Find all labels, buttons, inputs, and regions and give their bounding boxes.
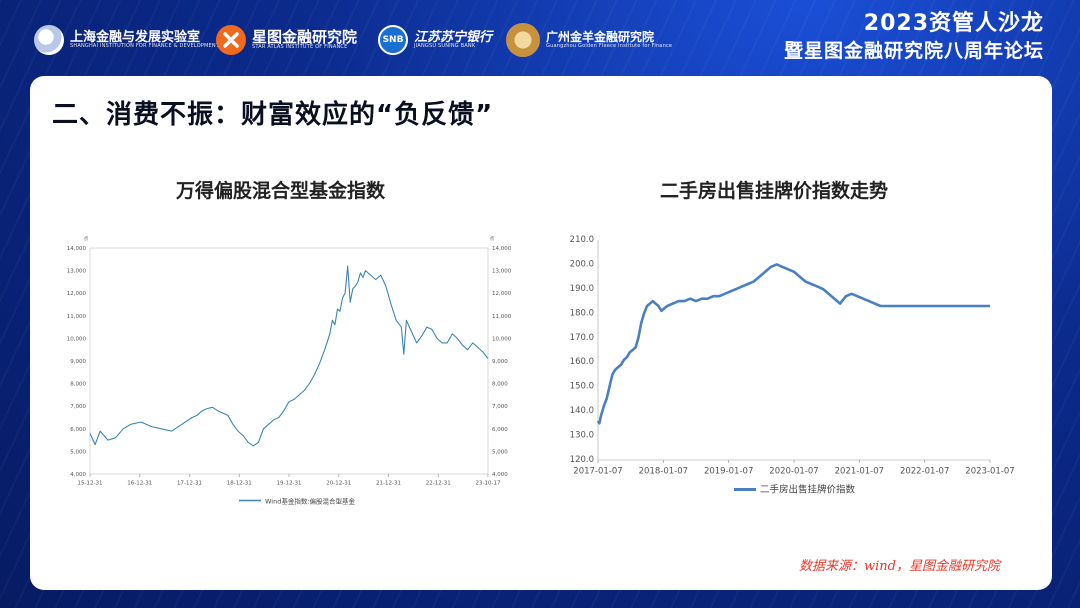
y-tick-label-left: 13,000 xyxy=(67,269,87,275)
snb-badge-text: SNB xyxy=(382,35,404,45)
logo-star-atlas-en: STAR ATLAS INSTITUTE OF FINANCE xyxy=(252,44,348,51)
data-source: 数据来源：wind，星图金融研究院 xyxy=(799,559,1000,574)
x-tick-label: 2019-01-07 xyxy=(704,467,753,477)
y-tick-label-left: 7,000 xyxy=(70,404,86,410)
y-tick-label-left: 130.0 xyxy=(570,431,594,441)
golden-fleece-logo-icon xyxy=(506,23,540,57)
logo-snb: SNB 江苏苏宁银行 JIANGSU SUNING BANK xyxy=(378,22,492,58)
y-tick-label-left: 12,000 xyxy=(67,291,87,297)
slide-title: 二、消费不振：财富效应的“负反馈” xyxy=(52,100,494,130)
logo-sifd: 上海金融与发展实验室 SHANGHAI INSTITUTION FOR FINA… xyxy=(34,22,219,58)
y-unit-right: 点 xyxy=(490,236,495,242)
y-tick-label-right: 8,000 xyxy=(492,382,508,388)
y-tick-label-right: 6,000 xyxy=(492,427,508,433)
y-tick-label-left: 6,000 xyxy=(70,427,86,433)
y-tick-label-left: 120.0 xyxy=(570,455,594,465)
logo-golden-fleece-en: Guangzhou Golden Fleece Institute for Fi… xyxy=(546,42,673,49)
legend-label: Wind基金指数:偏股混合型基金 xyxy=(265,497,356,506)
x-tick-label: 17-12-31 xyxy=(177,481,202,487)
x-tick-label: 2020-01-07 xyxy=(769,467,818,477)
event-title: 2023资管人沙龙 暨星图金融研究院八周年论坛 xyxy=(784,10,1044,64)
y-tick-label-left: 160.0 xyxy=(570,357,594,367)
x-tick-label: 2017-01-07 xyxy=(573,467,622,477)
y-tick-label-left: 8,000 xyxy=(70,382,86,388)
y-tick-label-left: 14,000 xyxy=(67,246,87,252)
y-tick-label-right: 12,000 xyxy=(492,291,512,297)
logo-snb-en: JIANGSU SUNING BANK xyxy=(414,43,476,50)
y-tick-label-left: 10,000 xyxy=(67,336,87,342)
x-tick-label: 2022-01-07 xyxy=(900,467,949,477)
chart-right-title: 二手房出售挂牌价指数走势 xyxy=(660,180,889,202)
header: 上海金融与发展实验室 SHANGHAI INSTITUTION FOR FINA… xyxy=(0,0,1080,76)
y-unit-left: 点 xyxy=(84,236,89,242)
x-tick-label: 2021-01-07 xyxy=(835,467,884,477)
y-tick-label-left: 200.0 xyxy=(570,259,594,269)
x-tick-label: 23-10-17 xyxy=(476,481,501,487)
y-tick-label-right: 5,000 xyxy=(492,449,508,455)
x-tick-label: 21-12-31 xyxy=(376,481,401,487)
x-tick-label: 19-12-31 xyxy=(277,481,302,487)
y-tick-label-left: 4,000 xyxy=(70,472,86,478)
y-tick-label-left: 150.0 xyxy=(570,382,594,392)
snb-logo-icon: SNB xyxy=(378,25,408,55)
y-tick-label-left: 5,000 xyxy=(70,449,86,455)
fund-index-chart: 4,000 4,000 5,000 5,000 6,000 6,000 7,000 7,000… xyxy=(67,236,512,506)
series-line xyxy=(89,265,489,447)
y-tick-label-right: 9,000 xyxy=(492,359,508,365)
event-title-line2: 暨星图金融研究院八周年论坛 xyxy=(783,40,1044,62)
event-title-line1: 2023资管人沙龙 xyxy=(863,11,1044,36)
x-tick-label: 2018-01-07 xyxy=(639,467,688,477)
y-tick-label-left: 11,000 xyxy=(67,314,87,320)
logo-golden-fleece-cn: 广州金羊金融研究院 xyxy=(546,30,655,45)
y-tick-label-right: 10,000 xyxy=(492,336,512,342)
y-tick-label-right: 13,000 xyxy=(492,269,512,275)
x-tick-label: 2023-01-07 xyxy=(965,467,1014,477)
star-atlas-logo-icon xyxy=(216,25,246,55)
y-tick-label-left: 140.0 xyxy=(570,406,594,416)
y-tick-label-right: 14,000 xyxy=(492,246,512,252)
logo-sifd-en: SHANGHAI INSTITUTION FOR FINANCE & DEVEL… xyxy=(70,43,220,50)
housing-index-chart: 120.0 130.0 140.0 150.0 160.0 170.0 180.0 190.0… xyxy=(570,235,1015,496)
logo-golden-fleece: 广州金羊金融研究院 Guangzhou Golden Fleece Instit… xyxy=(506,22,672,58)
x-tick-label: 20-12-31 xyxy=(326,481,351,487)
y-tick-label-right: 7,000 xyxy=(492,404,508,410)
y-tick-label-left: 210.0 xyxy=(570,235,594,245)
y-tick-label-left: 190.0 xyxy=(570,284,594,294)
y-tick-label-left: 170.0 xyxy=(570,333,594,343)
y-tick-label-left: 9,000 xyxy=(70,359,86,365)
y-tick-label-right: 11,000 xyxy=(492,314,512,320)
logo-star-atlas: 星图金融研究院 STAR ATLAS INSTITUTE OF FINANCE xyxy=(216,22,357,58)
sifd-logo-icon xyxy=(34,25,64,55)
x-tick-label: 18-12-31 xyxy=(227,481,252,487)
plot-frame xyxy=(89,247,489,475)
slide-card: 二、消费不振：财富效应的“负反馈” 万得偏股混合型基金指数 4,000 4,000… xyxy=(30,76,1052,590)
series-line xyxy=(596,263,990,425)
x-tick-label: 22-12-31 xyxy=(426,481,451,487)
y-tick-label-right: 4,000 xyxy=(492,472,508,478)
logo-snb-cn: 江苏苏宁银行 xyxy=(414,29,493,45)
x-tick-label: 16-12-31 xyxy=(127,481,152,487)
legend-label: 二手房出售挂牌价指数 xyxy=(760,484,856,496)
y-tick-label-left: 180.0 xyxy=(570,308,594,318)
x-mark-icon xyxy=(223,32,239,48)
logo-star-atlas-cn: 星图金融研究院 xyxy=(252,27,358,46)
logo-sifd-cn: 上海金融与发展实验室 xyxy=(70,29,201,45)
chart-left-title: 万得偏股混合型基金指数 xyxy=(176,180,386,202)
x-tick-label: 15-12-31 xyxy=(78,481,103,487)
